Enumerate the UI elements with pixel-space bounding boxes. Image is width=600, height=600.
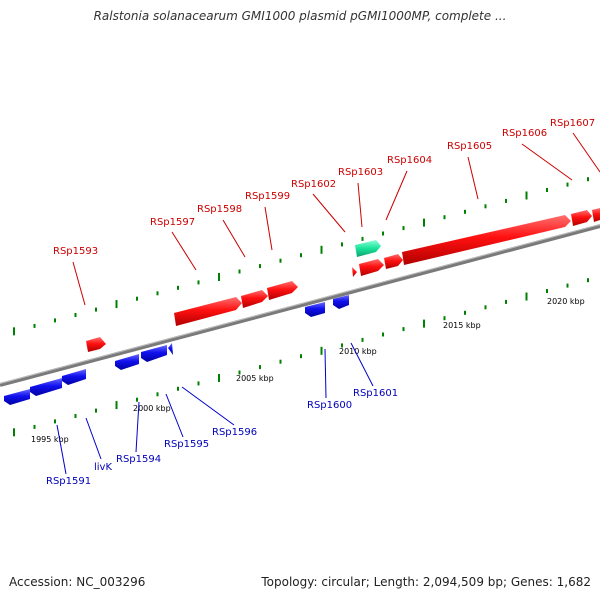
forward-leader-lines [72, 132, 600, 306]
label-rsp1597[interactable]: RSp1597 [150, 217, 195, 228]
scale-label-2010: 2010 kbp [339, 347, 377, 356]
label-rsp1591[interactable]: RSp1591 [46, 476, 91, 487]
gene-reverse-8[interactable] [333, 295, 349, 309]
reverse-leader-lines [56, 342, 374, 475]
scale-label-2020: 2020 kbp [547, 297, 585, 306]
gene-forward-5[interactable] [352, 267, 357, 277]
gene-reverse-1[interactable] [4, 389, 30, 405]
gene-reverse-3[interactable] [62, 369, 86, 385]
gene-forward-3[interactable] [241, 290, 268, 308]
gene-forward-7[interactable] [384, 254, 403, 269]
gene-forward-1[interactable] [86, 337, 106, 352]
gene-forward-9[interactable] [571, 210, 592, 226]
scale-label-2000: 2000 kbp [133, 404, 171, 413]
label-rsp1604[interactable]: RSp1604 [387, 155, 432, 166]
gene-reverse-7[interactable] [305, 302, 325, 317]
label-rsp1599[interactable]: RSp1599 [245, 191, 290, 202]
scale-label-2015: 2015 kbp [443, 321, 481, 330]
gene-forward-2[interactable] [174, 297, 242, 326]
gene-reverse-4[interactable] [115, 354, 139, 370]
label-rsp1606[interactable]: RSp1606 [502, 128, 547, 139]
gene-forward-10[interactable] [592, 208, 600, 222]
label-rsp1601[interactable]: RSp1601 [353, 388, 398, 399]
gene-forward-8[interactable] [402, 215, 571, 265]
gene-reverse-5[interactable] [141, 345, 167, 362]
label-rsp1603[interactable]: RSp1603 [338, 167, 383, 178]
genome-summary-text: Topology: circular; Length: 2,094,509 bp… [261, 575, 591, 589]
label-rsp1605[interactable]: RSp1605 [447, 141, 492, 152]
accession-text: Accession: NC_003296 [9, 575, 146, 589]
label-rsp1594[interactable]: RSp1594 [116, 454, 161, 465]
tick-row-forward [13, 177, 589, 336]
label-rsp1600[interactable]: RSp1600 [307, 400, 352, 411]
gene-reverse-2[interactable] [30, 378, 62, 396]
scale-label-2005: 2005 kbp [236, 374, 274, 383]
gene-forward-6[interactable] [359, 259, 384, 276]
genome-backbone-highlight [0, 224, 600, 384]
label-rsp1596[interactable]: RSp1596 [212, 427, 257, 438]
tick-row-reverse [13, 278, 589, 437]
gene-reverse-6[interactable] [168, 343, 173, 355]
label-rsp1595[interactable]: RSp1595 [164, 439, 209, 450]
label-rsp1598[interactable]: RSp1598 [197, 204, 242, 215]
label-rsp1593[interactable]: RSp1593 [53, 246, 98, 257]
gene-forward-4[interactable] [267, 281, 298, 300]
label-rsp1607[interactable]: RSp1607 [550, 118, 595, 129]
map-title: Ralstonia solanacearum GMI1000 plasmid p… [93, 9, 507, 23]
genome-backbone [0, 224, 600, 387]
scale-label-1995: 1995 kbp [31, 435, 69, 444]
label-rsp1602[interactable]: RSp1602 [291, 179, 336, 190]
gene-forward-highlighted[interactable] [355, 240, 381, 257]
label-livk[interactable]: livK [94, 462, 112, 473]
